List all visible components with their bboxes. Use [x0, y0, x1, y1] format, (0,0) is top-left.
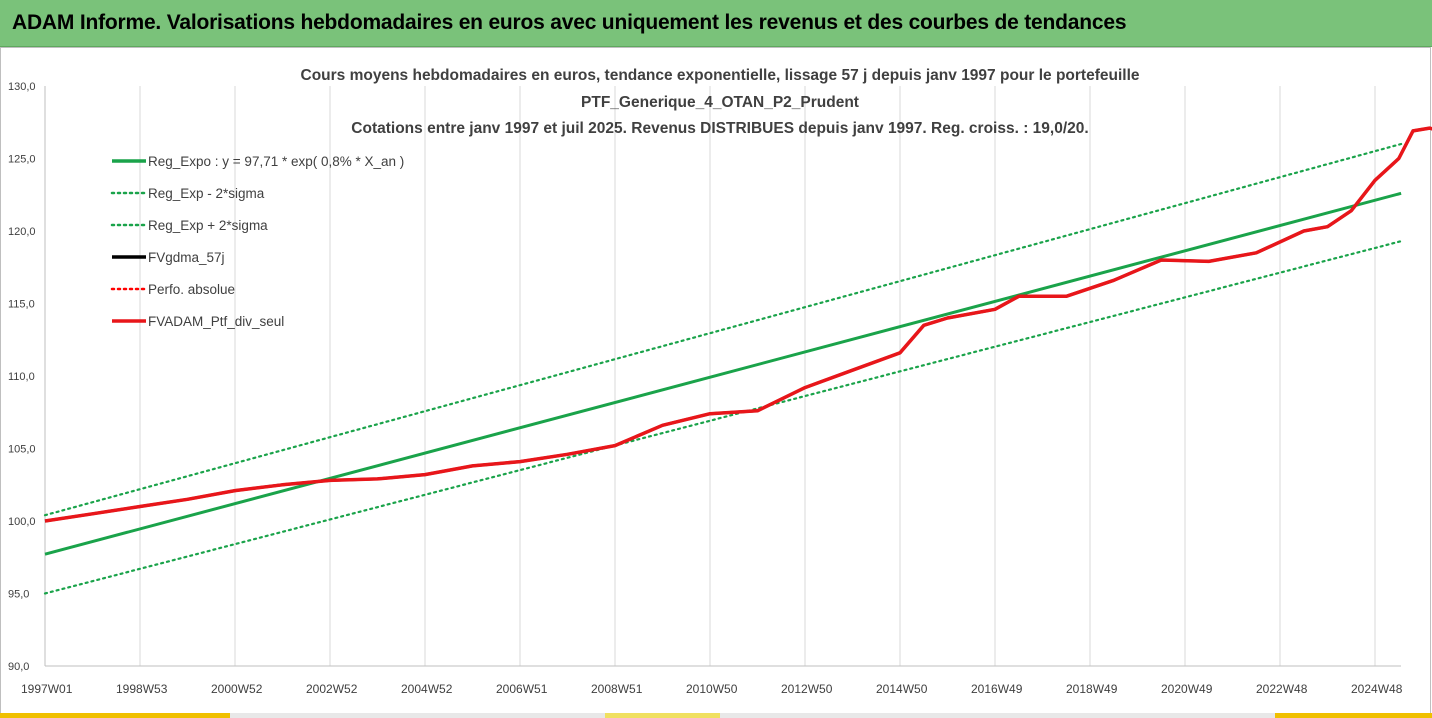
series-line — [44, 191, 1402, 556]
legend-label: Reg_Expo : y = 97,71 * exp( 0,8% * X_an … — [148, 154, 404, 169]
x-tick-label: 2002W52 — [306, 682, 358, 696]
legend-label: Reg_Exp + 2*sigma — [148, 218, 268, 233]
x-tick-label: 2014W50 — [876, 682, 928, 696]
legend-label: Reg_Exp - 2*sigma — [148, 186, 265, 201]
y-tick-label: 90,0 — [8, 661, 29, 673]
y-tick-label: 130,0 — [8, 81, 36, 93]
x-tick-label: 2016W49 — [971, 682, 1023, 696]
legend-label: Perfo. absolue — [148, 282, 235, 297]
chart-title-line: PTF_Generique_4_OTAN_P2_Prudent — [581, 94, 859, 111]
y-tick-label: 100,0 — [8, 516, 36, 528]
x-tick-label: 2020W49 — [1161, 682, 1213, 696]
series-line — [43, 142, 1403, 517]
x-tick-label: 2006W51 — [496, 682, 548, 696]
bottom-strip-accent — [605, 713, 720, 718]
y-tick-label: 110,0 — [8, 371, 35, 383]
header-banner: ADAM Informe. Valorisations hebdomadaire… — [0, 0, 1432, 47]
chart-title: Cours moyens hebdomadaires en euros, ten… — [301, 67, 1140, 137]
x-tick-label: 2000W52 — [211, 682, 263, 696]
x-tick-label: 2004W52 — [401, 682, 453, 696]
series-line — [43, 240, 1403, 595]
x-tick-label: 1997W01 — [21, 682, 73, 696]
x-tick-label: 2012W50 — [781, 682, 833, 696]
x-tick-label: 2010W50 — [686, 682, 738, 696]
series-line — [44, 126, 1432, 523]
x-tick-label: 2024W48 — [1351, 682, 1403, 696]
y-tick-label: 95,0 — [8, 589, 29, 601]
x-tick-label: 2018W49 — [1066, 682, 1118, 696]
legend-label: FVADAM_Ptf_div_seul — [148, 314, 284, 329]
x-tick-label: 2008W51 — [591, 682, 643, 696]
y-tick-label: 120,0 — [8, 226, 36, 238]
y-tick-label: 105,0 — [8, 444, 36, 456]
chart-title-line: Cotations entre janv 1997 et juil 2025. … — [351, 120, 1088, 137]
banner-title: ADAM Informe. Valorisations hebdomadaire… — [12, 11, 1127, 34]
legend: Reg_Expo : y = 97,71 * exp( 0,8% * X_an … — [110, 154, 404, 329]
x-tick-label: 2022W48 — [1256, 682, 1308, 696]
series-layer — [43, 126, 1432, 595]
legend-label: FVgdma_57j — [148, 250, 225, 265]
x-tick-label: 1998W53 — [116, 682, 168, 696]
y-tick-label: 125,0 — [8, 154, 36, 166]
y-tick-label: 115,0 — [8, 299, 35, 311]
axis-layer: 90,0 95,0 100,0 105,0 110,0 115,0 120,0 125,0 13… — [8, 81, 1403, 696]
bottom-strip-accent — [1275, 713, 1432, 718]
chart-title-line: Cours moyens hebdomadaires en euros, ten… — [301, 67, 1140, 84]
bottom-strip-accent — [0, 713, 230, 718]
grid-layer — [139, 86, 1376, 666]
